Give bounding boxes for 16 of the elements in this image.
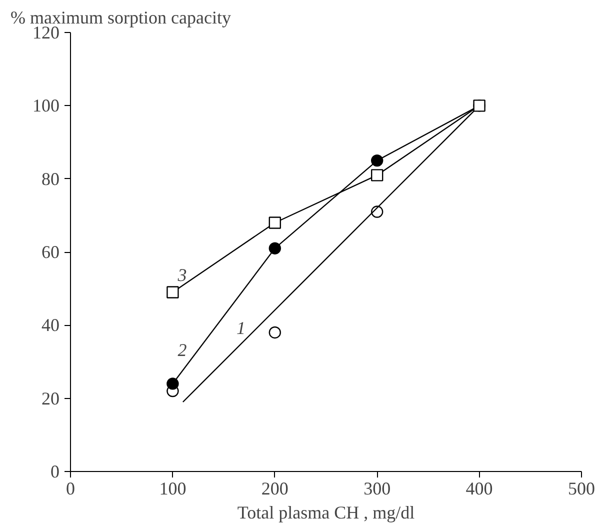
x-axis-title: Total plasma CH , mg/dl [237,502,415,522]
y-tick-label: 0 [50,462,60,482]
x-tick-label: 300 [364,478,391,498]
x-tick-label: 500 [568,478,595,498]
x-tick-label: 0 [66,478,75,498]
y-tick-label: 60 [42,242,60,262]
x-tick-label: 200 [261,478,288,498]
x-tick-label: 400 [466,478,493,498]
series-label: 1 [236,318,246,338]
series-label: 3 [176,264,187,285]
y-tick-label: 80 [42,168,60,189]
y-tick-label: 40 [42,315,60,336]
series-label: 2 [178,340,187,360]
y-tick-label: 100 [32,96,60,116]
y-tick-label: 20 [42,388,60,408]
x-tick-label: 100 [159,478,186,498]
